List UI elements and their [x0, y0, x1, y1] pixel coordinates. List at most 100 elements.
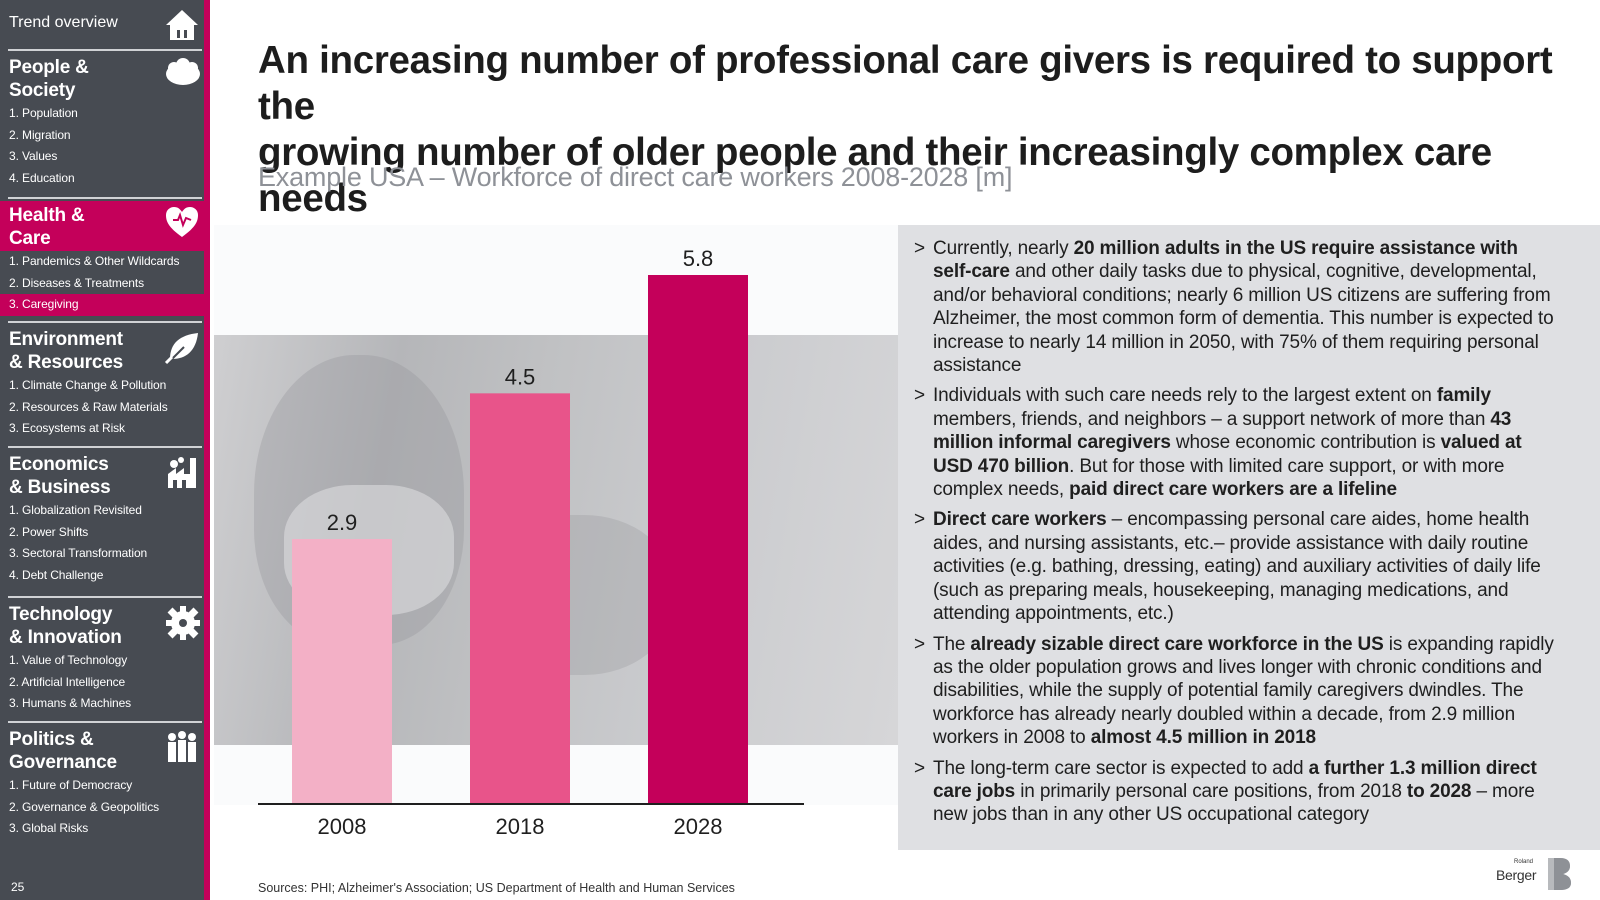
sources-note: Sources: PHI; Alzheimer's Association; U… [258, 881, 735, 895]
sidebar-item[interactable]: 1. Climate Change & Pollution [9, 378, 167, 392]
bullet-text: – encompassing personal care aides, home… [933, 509, 1541, 625]
home-icon [164, 8, 200, 47]
bullet-emphasis: a further 1.3 million direct care jobs [933, 757, 1537, 802]
sidebar-item[interactable]: 3. Values [9, 149, 58, 163]
sidebar-section-items: 1. Globalization Revisited 2. Power Shift… [0, 500, 204, 586]
bullet-text: . But for those with limited care suppor… [933, 455, 1505, 501]
sidebar-separator [8, 446, 202, 448]
sidebar-section-items: 1. Pandemics & Other Wildcards 2. Disease… [0, 251, 204, 316]
sidebar-item[interactable]: 4. Debt Challenge [9, 567, 104, 582]
key-facts-panel: Currently, nearly 20 million adults in t… [898, 225, 1600, 850]
sidebar-section-title: Technology & Innovation [9, 603, 122, 649]
bar-value-label: 5.8 [683, 246, 714, 271]
bullet-emphasis: family [1436, 385, 1491, 407]
sidebar-section-header[interactable]: Environment & Resources [0, 325, 204, 375]
sidebar-section-header[interactable]: People & Society [0, 53, 204, 103]
sidebar-section-title: Health & Care [9, 204, 85, 250]
sidebar-item[interactable]: 1. Globalization Revisited [9, 503, 142, 517]
bullet-text: – more new jobs than in any other US occ… [933, 780, 1535, 826]
bullet-item: Individuals with such care needs rely to… [914, 384, 1554, 501]
bullet-text: and other daily tasks due to physical, c… [933, 261, 1554, 377]
bullet-text: is expanding rapidly as the older popula… [933, 633, 1554, 749]
sidebar-item[interactable]: 2. Artificial Intelligence [9, 674, 126, 689]
bullet-item: The long-term care sector is expected to… [914, 757, 1554, 827]
logo-mark-icon [1546, 856, 1572, 897]
trend-overview-link[interactable]: Trend overview [0, 0, 204, 50]
sidebar-section-header[interactable]: Economics & Business [0, 450, 204, 500]
bar-2008 [292, 539, 392, 803]
bar-2028 [648, 275, 748, 803]
sidebar-nav: Trend overview People & Society 1. Populat… [0, 0, 210, 900]
logo-text-small: Roland [1514, 859, 1534, 865]
sidebar-section-items: 1. Value of Technology 2. Artificial Inte… [0, 650, 204, 715]
heart-icon [164, 205, 200, 244]
bar-value-label: 4.5 [505, 364, 536, 389]
bullet-item: The already sizable direct care workforc… [914, 633, 1554, 750]
chart-background-top [214, 225, 898, 335]
sidebar-section-title: Environment & Resources [9, 328, 123, 374]
sidebar-section: Technology & Innovation 1. Value of Techno… [0, 600, 204, 715]
sidebar-separator [8, 321, 202, 323]
page-title-line-1: An increasing number of professional car… [258, 39, 1553, 128]
x-tick-label: 2028 [674, 814, 723, 839]
page-number: 25 [11, 880, 25, 894]
bullet-item: Direct care workers – encompassing perso… [914, 508, 1554, 625]
bullet-text: in primarily personal care positions, fr… [1015, 780, 1407, 802]
sidebar-separator [8, 197, 202, 199]
sidebar-section-title-line: People & [9, 57, 89, 78]
chart-subtitle: Example USA – Workforce of direct care w… [258, 162, 1013, 192]
bullet-emphasis: to 2028 [1406, 780, 1472, 802]
sidebar-item[interactable]: 3. Ecosystems at Risk [9, 421, 125, 435]
sidebar-item[interactable]: 3. Sectoral Transformation [9, 546, 148, 560]
bullet-emphasis: Direct care workers [933, 509, 1107, 531]
sidebar-section-title-line: Environment [9, 329, 123, 350]
sidebar-item[interactable]: 2. Migration [9, 127, 71, 142]
sidebar-section-items: 1. Population 2. Migration 3. Values 4. Edu… [0, 103, 204, 189]
sidebar-section-title-line: Care [9, 228, 51, 249]
sidebar-item[interactable]: 3. Humans & Machines [9, 696, 132, 710]
bullet-text: The long-term care sector is expected to… [933, 757, 1309, 779]
sidebar-section-items: 1. Climate Change & Pollution 2. Resource… [0, 375, 204, 440]
sidebar-section-title-line: & Innovation [9, 627, 122, 648]
sidebar-section-header[interactable]: Technology & Innovation [0, 600, 204, 650]
sidebar-section-title: People & Society [9, 56, 89, 102]
sidebar-item[interactable]: 2. Diseases & Treatments [9, 275, 144, 290]
bar-2018 [470, 393, 570, 803]
bullet-emphasis: valued at USD 470 billion [933, 432, 1522, 477]
sidebar-section: Environment & Resources 1. Climate Change … [0, 325, 204, 440]
sidebar-item[interactable]: 3. Caregiving [0, 294, 204, 316]
x-tick-label: 2008 [318, 814, 367, 839]
sidebar-section-header[interactable]: Politics & Governance [0, 725, 204, 775]
sidebar-item[interactable]: 2. Governance & Geopolitics [9, 799, 160, 814]
bullet-text: The [933, 633, 971, 655]
sidebar-item[interactable]: 1. Value of Technology [9, 653, 128, 667]
bullet-item: Currently, nearly 20 million adults in t… [914, 237, 1554, 377]
sidebar-section-title-line: Society [9, 80, 76, 101]
bar-value-label: 2.9 [327, 510, 358, 535]
bullet-list: Currently, nearly 20 million adults in t… [914, 237, 1554, 834]
sidebar-section-title-line: & Business [9, 477, 111, 498]
sidebar-item[interactable]: 1. Pandemics & Other Wildcards [9, 254, 180, 268]
sidebar-item[interactable]: 2. Resources & Raw Materials [9, 399, 168, 414]
gear-icon [164, 604, 202, 647]
sidebar-section: Health & Care 1. Pandemics & Other Wildcar… [0, 201, 204, 316]
sidebar-section-title: Politics & Governance [9, 728, 117, 774]
bullet-emphasis: 20 million adults in the US require assi… [933, 238, 1518, 283]
sidebar-separator [8, 596, 202, 598]
sidebar-item[interactable]: 1. Future of Democracy [9, 778, 133, 792]
bullet-text: whose economic contribution is [1170, 432, 1441, 454]
sidebar-item[interactable]: 4. Education [9, 170, 75, 185]
sidebar-section: People & Society 1. Population 2. Migration… [0, 53, 204, 189]
roland-berger-logo: Roland Berger [1494, 856, 1574, 896]
sidebar-section-items: 1. Future of Democracy 2. Governance & Ge… [0, 775, 204, 840]
sidebar-item[interactable]: 3. Global Risks [9, 821, 89, 835]
sidebar-separator [8, 721, 202, 723]
bullet-text: Currently, nearly [933, 238, 1074, 259]
sidebar-section-header[interactable]: Health & Care [0, 201, 204, 251]
leaf-icon [164, 329, 200, 370]
bullet-emphasis: almost 4.5 million in 2018 [1090, 727, 1316, 749]
sidebar-item[interactable]: 2. Power Shifts [9, 524, 89, 539]
bullet-emphasis: already sizable direct care workforce in… [970, 633, 1384, 655]
sidebar-item[interactable]: 1. Population [9, 106, 78, 120]
sidebar-section: Economics & Business 1. Globalization Revi… [0, 450, 204, 586]
